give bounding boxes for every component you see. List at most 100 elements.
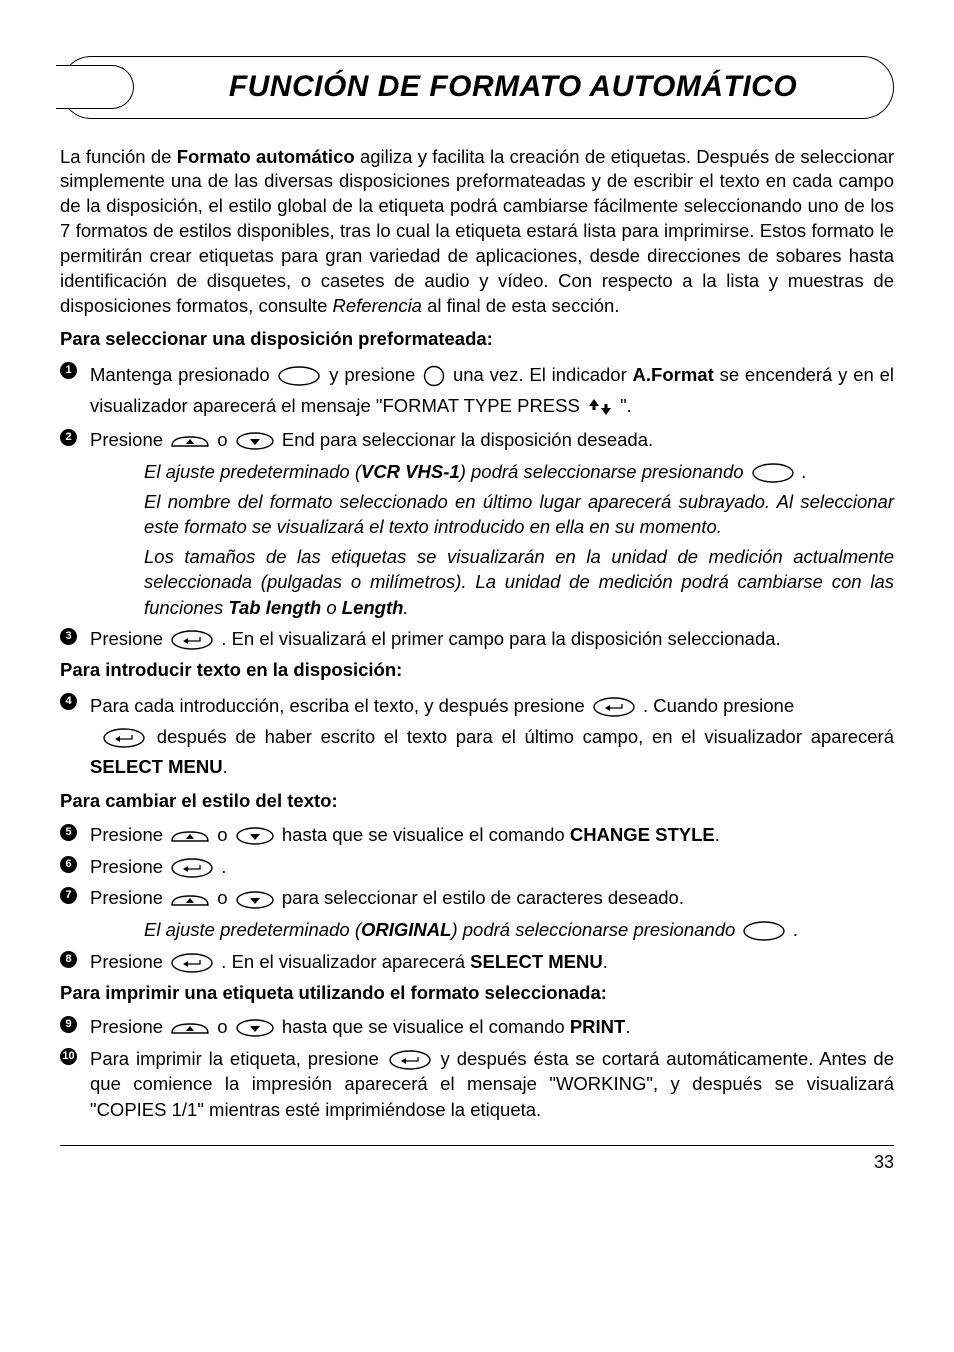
- step-number: 2: [60, 429, 77, 446]
- step-row: 7 Presione o para seleccionar el estilo …: [60, 885, 894, 911]
- text: Mantenga presionado: [90, 364, 275, 385]
- up-button-icon: [170, 1021, 210, 1035]
- text: Para cada introducción, escriba el texto…: [90, 695, 590, 716]
- step-bullet: 3: [60, 626, 90, 645]
- up-button-icon: [170, 893, 210, 907]
- note-text: El ajuste predeterminado (VCR VHS-1) pod…: [144, 459, 894, 485]
- text: o: [217, 429, 232, 450]
- enter-button-icon: [102, 728, 146, 748]
- text: una vez. El indicador: [453, 364, 633, 385]
- step-row: 2 Presione o End para seleccionar la dis…: [60, 427, 894, 453]
- text: ) podrá seleccionarse presionando: [451, 919, 740, 940]
- arrows-updown-icon: [587, 397, 613, 417]
- step-text: Presione o para seleccionar el estilo de…: [90, 885, 894, 911]
- text: El ajuste predeterminado (: [144, 919, 361, 940]
- step-text: Para cada introducción, escriba el texto…: [90, 691, 894, 783]
- page-number: 33: [874, 1152, 894, 1172]
- step-text: Presione .: [90, 854, 894, 880]
- step-bullet: 5: [60, 822, 90, 841]
- enter-button-icon: [592, 697, 636, 717]
- step-number: 10: [60, 1048, 77, 1065]
- text: ".: [620, 395, 632, 416]
- subheading: Para introducir texto en la disposición:: [60, 658, 894, 683]
- step-bullet: 1: [60, 360, 90, 379]
- text: o: [217, 1016, 232, 1037]
- step-bullet: 6: [60, 854, 90, 873]
- wide-button-icon: [277, 366, 321, 386]
- text: .: [403, 597, 408, 618]
- step-bullet: 10: [60, 1046, 90, 1065]
- step-row: 8 Presione . En el visualizador aparecer…: [60, 949, 894, 975]
- text-bold: CHANGE STYLE: [570, 824, 715, 845]
- step-number: 5: [60, 824, 77, 841]
- text: Presione: [90, 429, 168, 450]
- text: o: [321, 597, 342, 618]
- text: hasta que se visualice el comando: [282, 1016, 570, 1037]
- enter-button-icon: [170, 953, 214, 973]
- text-bold: Length: [342, 597, 404, 618]
- wide-button-icon: [742, 921, 786, 941]
- text: o: [217, 887, 232, 908]
- subheading: Para seleccionar una disposición preform…: [60, 327, 894, 352]
- text: o: [217, 824, 232, 845]
- text-bold: A.Format: [633, 364, 714, 385]
- text: después de haber escrito el texto para e…: [157, 726, 894, 747]
- title-banner: FUNCIÓN DE FORMATO AUTOMÁTICO: [60, 56, 894, 119]
- subheading: Para cambiar el estilo del texto:: [60, 789, 894, 814]
- step-number: 1: [60, 362, 77, 379]
- up-button-icon: [170, 434, 210, 448]
- enter-button-icon: [170, 630, 214, 650]
- step-row: 9 Presione o hasta que se visualice el c…: [60, 1014, 894, 1040]
- intro-paragraph: La función de Formato automático agiliza…: [60, 145, 894, 320]
- text: .: [625, 1016, 630, 1037]
- step-number: 9: [60, 1016, 77, 1033]
- text: Para imprimir la etiqueta, presione: [90, 1048, 386, 1069]
- text: End para seleccionar la disposición dese…: [282, 429, 653, 450]
- note-text: El nombre del formato seleccionado en úl…: [144, 489, 894, 540]
- note-text: El ajuste predeterminado (ORIGINAL) podr…: [144, 917, 894, 943]
- down-button-icon: [235, 432, 275, 450]
- step-number: 7: [60, 887, 77, 904]
- step-row: 3 Presione . En el visualizará el primer…: [60, 626, 894, 652]
- enter-button-icon: [170, 858, 214, 878]
- step-row: 1 Mantenga presionado y presione una vez…: [60, 360, 894, 421]
- note-text: Los tamaños de las etiquetas se visualiz…: [144, 544, 894, 621]
- text-bold: VCR VHS-1: [361, 461, 460, 482]
- text-bold: SELECT MENU: [90, 756, 223, 777]
- text-bold: Tab length: [228, 597, 321, 618]
- step-bullet: 8: [60, 949, 90, 968]
- step-row: 5 Presione o hasta que se visualice el c…: [60, 822, 894, 848]
- text: para seleccionar el estilo de caracteres…: [282, 887, 684, 908]
- text: Presione: [90, 887, 168, 908]
- text: .: [223, 756, 228, 777]
- wide-button-icon: [751, 463, 795, 483]
- text: agiliza y facilita la creación de etique…: [60, 146, 894, 317]
- step-row: 4 Para cada introducción, escriba el tex…: [60, 691, 894, 783]
- step-number: 8: [60, 951, 77, 968]
- text: hasta que se visualice el comando: [282, 824, 570, 845]
- step-text: Presione . En el visualizador aparecerá …: [90, 949, 894, 975]
- text: . Cuando presione: [643, 695, 794, 716]
- subheading: Para imprimir una etiqueta utilizando el…: [60, 981, 894, 1006]
- text: Presione: [90, 824, 168, 845]
- step-bullet: 7: [60, 885, 90, 904]
- step-text: Presione . En el visualizará el primer c…: [90, 626, 894, 652]
- text: . En el visualizará el primer campo para…: [221, 628, 780, 649]
- page-title: FUNCIÓN DE FORMATO AUTOMÁTICO: [60, 56, 894, 119]
- step-text: Presione o End para seleccionar la dispo…: [90, 427, 894, 453]
- step-text: Presione o hasta que se visualice el com…: [90, 1014, 894, 1040]
- text-bold: SELECT MENU: [470, 951, 603, 972]
- text: . En el visualizador aparecerá: [221, 951, 470, 972]
- text: Presione: [90, 1016, 168, 1037]
- text: Presione: [90, 628, 168, 649]
- step-bullet: 2: [60, 427, 90, 446]
- text-bold: ORIGINAL: [361, 919, 451, 940]
- text: Presione: [90, 951, 168, 972]
- text-bold: Formato automático: [177, 146, 355, 167]
- step-bullet: 9: [60, 1014, 90, 1033]
- step-row: 10 Para imprimir la etiqueta, presione y…: [60, 1046, 894, 1124]
- title-tab: [56, 65, 134, 109]
- text: .: [603, 951, 608, 972]
- text: .: [802, 461, 807, 482]
- step-number: 4: [60, 693, 77, 710]
